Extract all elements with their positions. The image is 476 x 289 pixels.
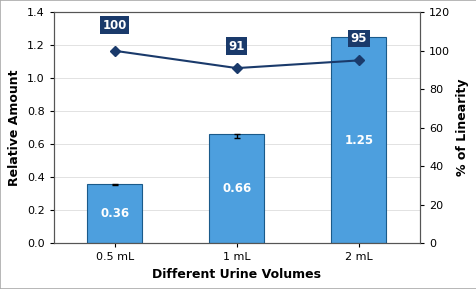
Text: 100: 100 <box>102 18 127 32</box>
Bar <box>209 134 264 243</box>
Bar <box>87 184 142 243</box>
Text: 0.36: 0.36 <box>100 207 129 220</box>
Text: 91: 91 <box>228 40 245 53</box>
Text: 95: 95 <box>350 32 367 45</box>
Y-axis label: % of Linearity: % of Linearity <box>455 79 468 177</box>
X-axis label: Different Urine Volumes: Different Urine Volumes <box>152 268 321 281</box>
Text: 0.66: 0.66 <box>222 182 251 195</box>
Bar <box>331 37 386 243</box>
Text: 1.25: 1.25 <box>344 134 373 147</box>
Y-axis label: Relative Amount: Relative Amount <box>8 69 21 186</box>
